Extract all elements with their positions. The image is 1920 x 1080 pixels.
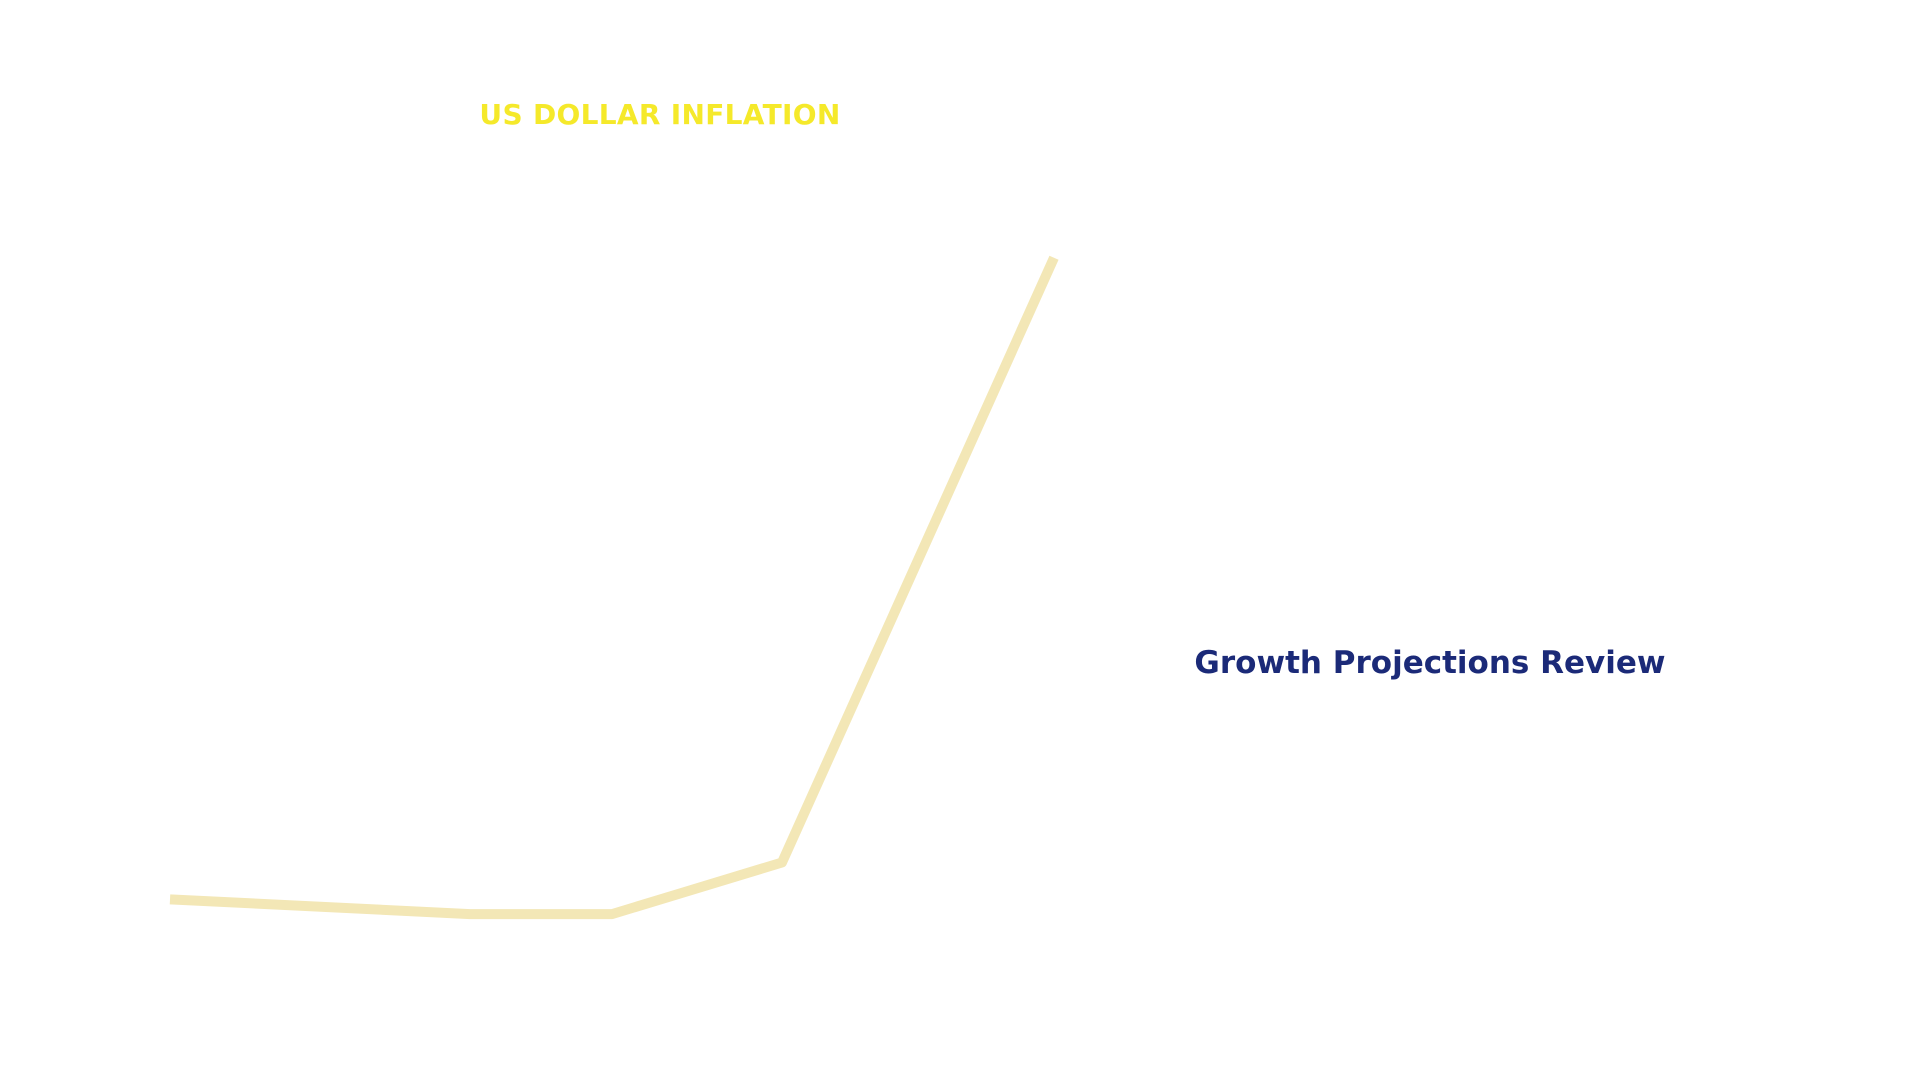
chart-title: US DOLLAR INFLATION xyxy=(479,98,841,131)
series-layer xyxy=(169,255,1059,920)
series-line-0 xyxy=(169,255,1059,920)
review-label: Growth Projections Review xyxy=(1194,645,1666,681)
